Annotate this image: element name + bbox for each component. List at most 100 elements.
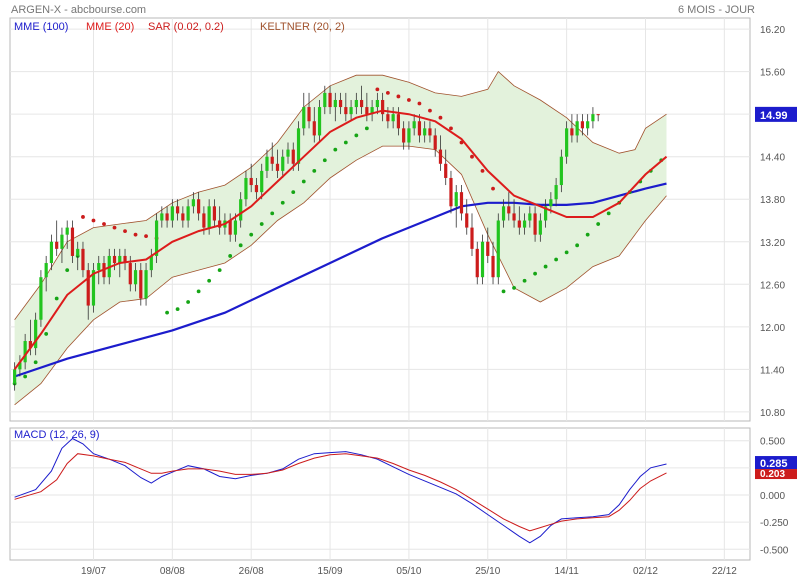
price-y-tick-label: 15.60: [760, 68, 785, 79]
candle-body: [212, 206, 216, 221]
macd-series: [14, 437, 667, 544]
candle-body: [512, 213, 516, 221]
sar-dot: [91, 218, 96, 223]
candle-body: [575, 121, 579, 136]
candle-body: [544, 206, 548, 221]
sar-dot: [522, 278, 527, 283]
candle-body: [407, 128, 411, 143]
candle-body: [433, 135, 437, 150]
macd-grid: [10, 428, 750, 560]
candle-body: [128, 263, 132, 285]
legend-entry: KELTNER (20, 2): [260, 21, 345, 33]
candle-body: [459, 192, 464, 214]
macd-current-value: 0.285: [760, 458, 788, 470]
candle-body: [375, 99, 379, 108]
sar-dot: [417, 101, 422, 106]
candle-body: [118, 255, 122, 264]
sar-dot: [396, 94, 401, 99]
sar-dot: [280, 200, 285, 205]
legend-entry: MME (100): [14, 21, 68, 33]
sar-dot: [54, 296, 59, 301]
candle-body: [444, 163, 448, 178]
sar-dot: [438, 115, 443, 120]
price-y-tick-label: 10.80: [760, 408, 785, 419]
candle-body: [97, 263, 101, 271]
sar-dot: [259, 222, 264, 226]
candle-body: [28, 341, 32, 349]
candle-body: [365, 107, 369, 115]
sar-dot: [312, 168, 317, 173]
candle-body: [438, 149, 443, 164]
mme100-series: [14, 182, 667, 378]
macd-y-tick-label: 0.500: [760, 437, 785, 448]
candle-body: [260, 170, 264, 193]
candle-body: [181, 213, 185, 221]
sar-dot: [81, 215, 85, 219]
candle-body: [296, 128, 301, 164]
x-tick-label: 14/11: [554, 566, 579, 577]
legend-entry: MME (20): [86, 21, 134, 33]
price-y-tick-label: 13.80: [760, 195, 785, 206]
sar-dot: [333, 147, 338, 152]
price-y-tick-label: 12.00: [760, 323, 785, 334]
candle-body: [454, 192, 458, 207]
candle-body: [360, 99, 364, 108]
candle-body: [428, 128, 432, 136]
candle-body: [60, 234, 64, 249]
candle-body: [70, 227, 75, 256]
sar-dot: [543, 264, 548, 269]
sar-dot: [196, 289, 201, 294]
sar-dot: [375, 87, 380, 92]
price-y-tick-label: 16.20: [760, 25, 785, 36]
sar-dot: [65, 268, 70, 273]
candle-body: [270, 156, 274, 164]
candle-body: [480, 241, 485, 278]
price-legend: MME (100) MME (20) SAR (0.02, 0.2) KELTNER …: [14, 21, 345, 33]
legend-entry: SAR (0.02, 0.2): [148, 21, 224, 33]
candle-body: [522, 220, 527, 228]
sar-dot: [322, 158, 327, 163]
x-tick-label: 02/12: [633, 566, 658, 577]
candle-body: [507, 206, 511, 214]
candle-body: [586, 121, 590, 129]
candle-body: [423, 128, 427, 136]
candle-body: [570, 128, 574, 136]
sar-dot: [364, 126, 369, 131]
chart-period-label: 6 MOIS - JOUR: [678, 4, 755, 16]
x-tick-label: 25/10: [475, 566, 500, 577]
sar-dot: [249, 232, 254, 237]
x-tick-label: 08/08: [160, 566, 185, 577]
candle-body: [112, 255, 117, 264]
sar-dot: [207, 278, 212, 283]
candle-body: [323, 92, 327, 108]
candle-body: [202, 213, 206, 228]
candle-body: [528, 213, 532, 221]
candle-body: [333, 99, 337, 108]
candle-body: [565, 128, 569, 157]
candle-body: [302, 107, 306, 129]
candle-body: [402, 128, 406, 143]
candle-body: [176, 206, 180, 214]
candle-body: [186, 206, 190, 221]
sar-dot: [575, 243, 580, 248]
candle-body: [281, 156, 285, 171]
sar-dot: [554, 257, 559, 262]
price-y-tick-label: 13.20: [760, 238, 785, 249]
candle-body: [317, 107, 322, 136]
mme100-line: [14, 182, 667, 378]
price-y-tick-label: 11.40: [760, 365, 785, 376]
x-tick-label: 22/12: [712, 566, 737, 577]
sar-dot: [480, 168, 485, 173]
sar-dot: [238, 243, 243, 248]
candle-body: [254, 185, 259, 193]
sar-dot: [606, 211, 611, 216]
candle-body: [55, 241, 59, 249]
sar-dot: [501, 289, 506, 294]
candle-body: [475, 248, 479, 278]
last-price-value: 14.99: [760, 110, 788, 122]
candle-body: [449, 177, 453, 207]
keltner-band-fill: [14, 71, 667, 405]
macd-y-tick-label: 0.000: [760, 491, 785, 502]
